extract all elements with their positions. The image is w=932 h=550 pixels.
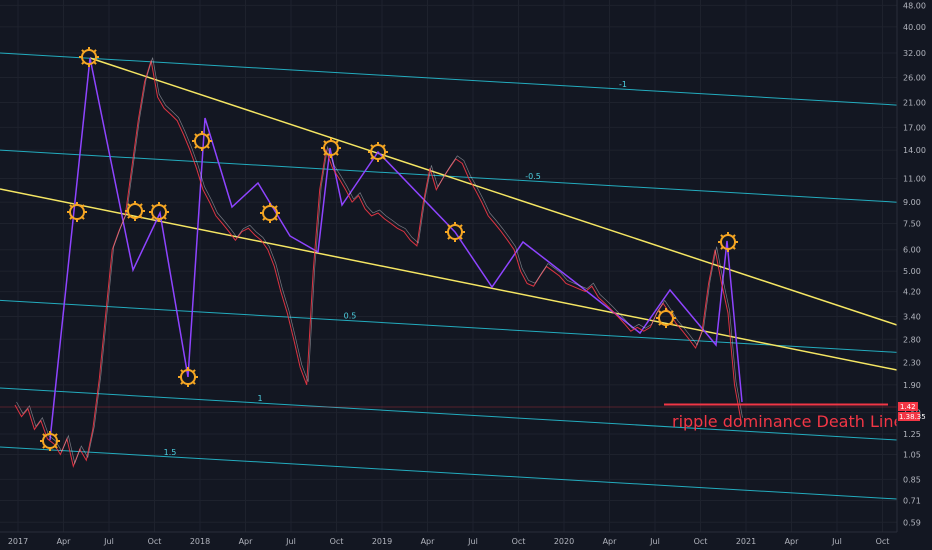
fib-line [0, 446, 898, 500]
y-tick-label: 21.00 [903, 99, 926, 108]
y-tick-label: 17.00 [903, 123, 926, 132]
y-tick-label: 1.90 [903, 381, 921, 390]
pivot-ring [127, 203, 143, 219]
fib-label: -0.5 [525, 172, 541, 181]
y-tick-label: 11.00 [903, 175, 926, 184]
pivot-marker [656, 308, 676, 328]
x-tick-label: 2020 [554, 537, 574, 546]
y-tick-label: 1.25 [903, 430, 921, 439]
pivot-marker [149, 202, 169, 222]
x-tick-label: 2017 [8, 537, 28, 546]
pivot-ring [180, 369, 196, 385]
fib-label: 0.5 [344, 312, 357, 321]
pivot-marker [178, 367, 198, 387]
y-axis[interactable]: 48.00 40.00 32.00 26.00 21.00 17.00 14.00 11.00… [903, 1, 926, 527]
pivot-marker [368, 142, 388, 162]
y-tick-label: 3.40 [903, 312, 921, 321]
y-tick-label: 40.00 [903, 23, 926, 32]
pivot-marker [192, 131, 212, 151]
x-tick-label: Apr [57, 537, 72, 546]
x-axis-panel [0, 532, 897, 550]
pivot-ring [81, 49, 97, 65]
zigzag-line [49, 57, 743, 441]
annotation-label: ripple dominance Death Line [672, 412, 903, 431]
y-tick-label: 4.20 [903, 288, 921, 297]
pivot-ring [447, 224, 463, 240]
x-tick-label: Jul [103, 537, 114, 546]
y-tick-label: 0.71 [903, 497, 921, 506]
grid [0, 0, 897, 532]
y-tick-label: 9.00 [903, 198, 921, 207]
pivot-ring [69, 204, 85, 220]
x-tick-label: Apr [239, 537, 254, 546]
fib-label: -1 [619, 80, 627, 89]
pivot-ring [151, 204, 167, 220]
x-tick-label: Oct [512, 537, 526, 546]
trend-line-lower [0, 188, 898, 371]
fib-line [0, 52, 898, 106]
pivot-ring [194, 133, 210, 149]
fib-line [0, 387, 898, 441]
pivot-marker [718, 232, 738, 252]
x-tick-label: Oct [694, 537, 708, 546]
x-tick-label: Oct [330, 537, 344, 546]
pivot-marker [445, 222, 465, 242]
y-tick-label: 48.00 [903, 1, 926, 10]
x-tick-label: Jul [285, 537, 296, 546]
pivot-marker [125, 201, 145, 221]
x-tick-label: Apr [785, 537, 800, 546]
fib-line [0, 299, 898, 353]
price-tag-current-label: 1.42 [900, 403, 916, 411]
trend-lines [0, 57, 898, 371]
x-tick-label: Oct [876, 537, 890, 546]
y-tick-label: 6.00 [903, 246, 921, 255]
pivot-marker [321, 138, 341, 158]
pivot-ring [720, 234, 736, 250]
fib-label: 1.5 [164, 448, 177, 457]
x-tick-label: Apr [421, 537, 436, 546]
x-tick-label: 2021 [736, 537, 756, 546]
y-tick-label: 0.85 [903, 475, 921, 484]
y-tick-label: 0.59 [903, 518, 921, 527]
x-tick-label: Jul [467, 537, 478, 546]
pivot-ring [262, 205, 278, 221]
price-series [14, 57, 743, 469]
y-tick-label: 1.05 [903, 451, 921, 460]
x-tick-label: Oct [148, 537, 162, 546]
zigzag-pattern [49, 57, 743, 441]
pivot-marker [67, 202, 87, 222]
y-tick-label: 7.50 [903, 220, 921, 229]
price-tag-countdown-label: 1.38.35 [899, 413, 926, 421]
y-axis-panel [897, 0, 932, 550]
x-tick-label: Jul [649, 537, 660, 546]
fib-label: 1 [257, 394, 262, 403]
trend-line-upper [89, 57, 898, 326]
pivot-ring [42, 433, 58, 449]
pivot-markers [40, 47, 738, 451]
x-tick-label: 2019 [372, 537, 392, 546]
pivot-ring [658, 310, 674, 326]
price-line [14, 60, 742, 469]
x-axis[interactable]: 2017 Apr Jul Oct 2018 Apr Jul Oct 2019 Apr Jul Oct 2… [8, 537, 890, 546]
y-tick-label: 26.00 [903, 73, 926, 82]
x-tick-label: Apr [603, 537, 618, 546]
y-tick-label: 14.00 [903, 146, 926, 155]
price-tag-current [898, 402, 918, 411]
price-tag-countdown [898, 412, 920, 421]
y-tick-label: 2.80 [903, 335, 921, 344]
y-tick-label: 2.30 [903, 358, 921, 367]
pivot-ring [370, 144, 386, 160]
x-tick-label: 2018 [190, 537, 210, 546]
y-tick-label: 5.00 [903, 267, 921, 276]
pivot-marker [260, 203, 280, 223]
pivot-marker [79, 47, 99, 67]
price-line-shadow [16, 57, 743, 465]
x-tick-label: Jul [831, 537, 842, 546]
pivot-ring [323, 140, 339, 156]
pivot-marker [40, 431, 60, 451]
y-tick-label: 32.00 [903, 49, 926, 58]
